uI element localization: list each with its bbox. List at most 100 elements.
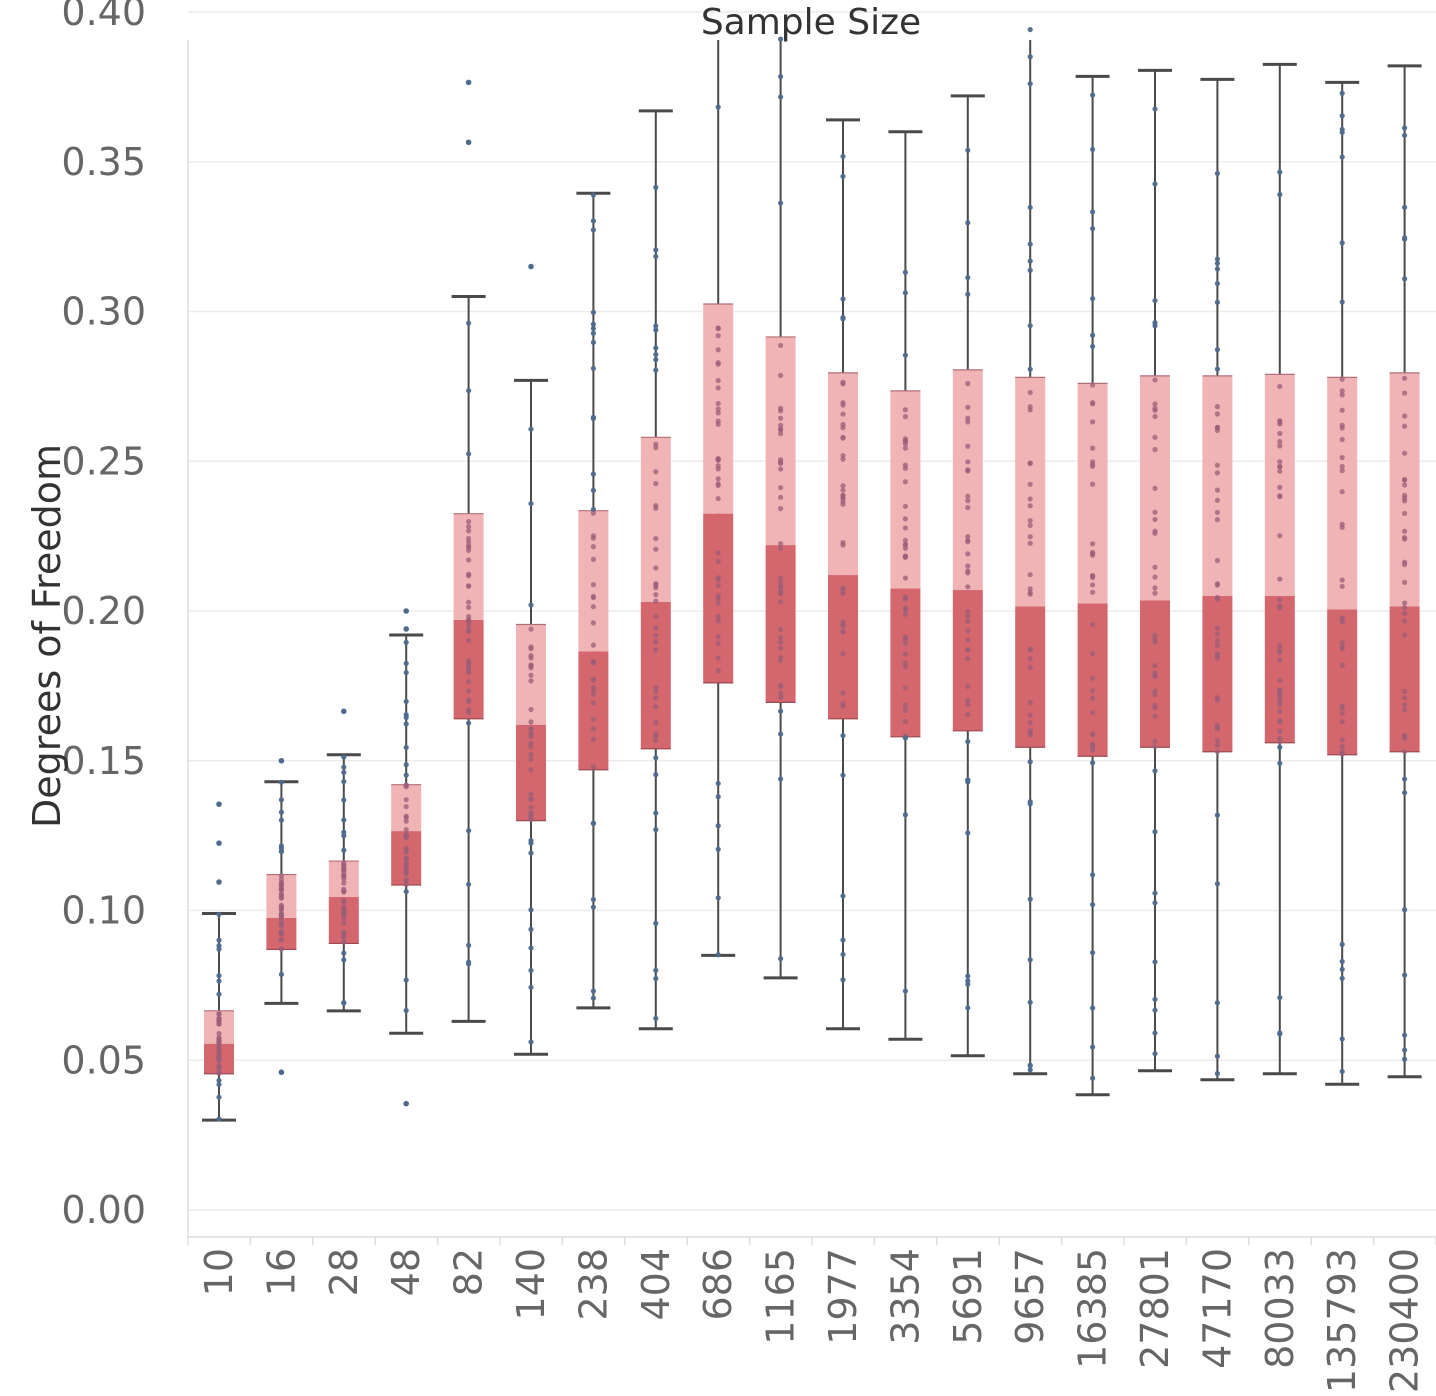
- data-point: [653, 755, 659, 761]
- points-80033: [1277, 169, 1283, 1037]
- data-point: [1339, 646, 1345, 652]
- data-point: [1214, 266, 1220, 272]
- data-point: [528, 726, 534, 732]
- box-9657: [1013, 40, 1048, 1076]
- data-point: [1339, 463, 1345, 470]
- data-point: [715, 780, 721, 787]
- data-point: [653, 688, 659, 694]
- data-point: [1339, 240, 1345, 246]
- data-point: [965, 618, 971, 624]
- data-point: [1090, 1075, 1096, 1081]
- data-point: [1090, 573, 1096, 579]
- data-point: [653, 733, 659, 740]
- data-point: [1214, 1000, 1220, 1006]
- data-point: [902, 651, 909, 657]
- data-point: [715, 575, 721, 581]
- data-point: [778, 579, 784, 585]
- data-point: [1339, 521, 1345, 527]
- data-point: [778, 541, 784, 547]
- data-point: [403, 845, 409, 851]
- data-point: [1152, 662, 1158, 669]
- data-point: [965, 274, 971, 281]
- y-tick-label: 0.30: [61, 290, 146, 334]
- data-point: [902, 436, 909, 442]
- data-point: [715, 104, 721, 110]
- data-point: [965, 637, 971, 643]
- data-point: [1402, 450, 1408, 456]
- data-point: [653, 920, 659, 926]
- data-point: [1277, 735, 1283, 741]
- data-point: [965, 291, 971, 297]
- data-point: [216, 1011, 222, 1017]
- data-point: [1339, 90, 1345, 96]
- data-point: [965, 443, 971, 449]
- data-point: [1027, 572, 1033, 578]
- outlier-point: [403, 1100, 410, 1107]
- data-point: [466, 599, 472, 605]
- box-135793: [1325, 80, 1360, 1086]
- data-point: [965, 415, 971, 421]
- data-point: [1090, 382, 1096, 388]
- data-point: [1214, 470, 1220, 476]
- data-point: [341, 939, 347, 945]
- data-point: [1339, 154, 1345, 160]
- data-point: [715, 377, 721, 384]
- data-point: [715, 406, 721, 412]
- data-point: [840, 619, 846, 625]
- data-point: [403, 660, 409, 666]
- data-point: [965, 628, 971, 634]
- data-point: [216, 991, 222, 997]
- x-tick-label: 140: [509, 1248, 553, 1321]
- data-point: [1214, 625, 1220, 631]
- data-point: [1027, 540, 1033, 546]
- data-point: [528, 767, 534, 773]
- data-point: [902, 735, 909, 741]
- data-point: [278, 779, 284, 785]
- data-point: [1339, 941, 1345, 947]
- data-point: [1339, 662, 1345, 668]
- data-point: [1090, 901, 1096, 908]
- data-point: [965, 973, 971, 979]
- data-point: [1152, 996, 1158, 1002]
- outlier-point: [465, 79, 472, 86]
- data-point: [653, 247, 659, 253]
- data-point: [902, 407, 909, 413]
- data-point: [840, 487, 846, 493]
- data-point: [1277, 576, 1283, 582]
- data-point: [1402, 390, 1408, 396]
- data-point: [965, 493, 971, 499]
- data-point: [278, 911, 284, 917]
- data-point: [466, 828, 472, 834]
- data-point: [653, 581, 659, 587]
- data-point: [528, 796, 534, 802]
- data-point: [902, 269, 909, 275]
- data-point: [778, 545, 784, 551]
- data-point: [715, 595, 721, 601]
- data-point: [1027, 664, 1033, 670]
- data-point: [653, 536, 659, 542]
- data-point: [778, 422, 784, 428]
- data-point: [403, 888, 409, 895]
- data-point: [1214, 596, 1220, 602]
- data-point: [965, 568, 971, 574]
- data-point: [1402, 610, 1408, 617]
- x-tick-label: 686: [696, 1248, 740, 1321]
- data-point: [590, 896, 597, 903]
- data-point: [528, 426, 534, 432]
- data-point: [1402, 972, 1408, 978]
- y-tick-label: 0.40: [61, 0, 146, 34]
- data-point: [466, 660, 472, 667]
- x-tick-label: 82: [447, 1248, 491, 1296]
- data-point: [1090, 445, 1096, 451]
- data-point: [528, 500, 534, 507]
- data-point: [1339, 577, 1345, 583]
- data-point: [590, 339, 597, 346]
- data-point: [466, 627, 472, 634]
- data-point: [1277, 728, 1283, 734]
- data-point: [216, 973, 222, 979]
- data-point: [1339, 743, 1345, 750]
- data-point: [1277, 744, 1283, 750]
- data-point: [778, 485, 784, 491]
- outlier-point: [403, 626, 410, 632]
- data-point: [466, 547, 472, 553]
